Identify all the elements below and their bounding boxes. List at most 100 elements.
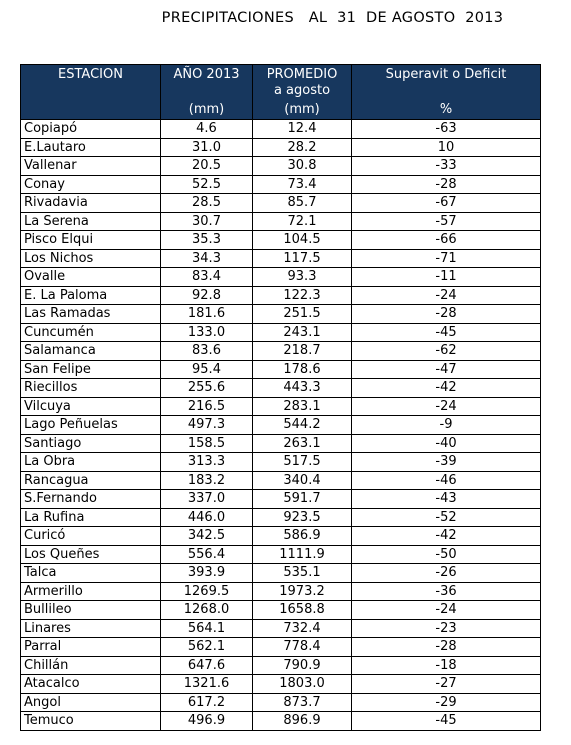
promedio-cell: 178.6: [253, 360, 352, 379]
table-row: Atacalco 1321.6 1803.0 -27: [21, 675, 541, 694]
promedio-cell: 30.8: [253, 157, 352, 176]
precipitation-table: ESTACION AÑO 2013 (mm) PROMEDIO a agosto…: [20, 64, 541, 731]
superavit-deficit-cell: -18: [352, 656, 541, 675]
superavit-deficit-cell: -26: [352, 564, 541, 583]
superavit-deficit-cell: -45: [352, 323, 541, 342]
promedio-cell: 896.9: [253, 712, 352, 731]
station-name-cell: Rivadavia: [21, 194, 161, 213]
table-row: Las Ramadas 181.6 251.5 -28: [21, 305, 541, 324]
header-superavit-unit: %: [352, 102, 540, 117]
anio-2013-cell: 564.1: [161, 619, 253, 638]
station-name-cell: Chillán: [21, 656, 161, 675]
header-estacion-label: ESTACION: [21, 67, 160, 82]
promedio-cell: 1973.2: [253, 582, 352, 601]
station-name-cell: Vallenar: [21, 157, 161, 176]
anio-2013-cell: 556.4: [161, 545, 253, 564]
station-name-cell: E. La Paloma: [21, 286, 161, 305]
header-superavit-label: Superavit o Deficit: [352, 67, 540, 82]
superavit-deficit-cell: -11: [352, 268, 541, 287]
promedio-cell: 586.9: [253, 527, 352, 546]
table-row: Pisco Elqui 35.3 104.5 -66: [21, 231, 541, 250]
anio-2013-cell: 95.4: [161, 360, 253, 379]
promedio-cell: 117.5: [253, 249, 352, 268]
station-name-cell: San Felipe: [21, 360, 161, 379]
station-name-cell: Curicó: [21, 527, 161, 546]
anio-2013-cell: 35.3: [161, 231, 253, 250]
header-promedio: PROMEDIO a agosto (mm): [253, 65, 352, 120]
anio-2013-cell: 337.0: [161, 490, 253, 509]
anio-2013-cell: 216.5: [161, 397, 253, 416]
anio-2013-cell: 1269.5: [161, 582, 253, 601]
station-name-cell: Vilcuya: [21, 397, 161, 416]
anio-2013-cell: 647.6: [161, 656, 253, 675]
anio-2013-cell: 313.3: [161, 453, 253, 472]
anio-2013-cell: 52.5: [161, 175, 253, 194]
table-row: Ovalle 83.4 93.3 -11: [21, 268, 541, 287]
station-name-cell: Linares: [21, 619, 161, 638]
superavit-deficit-cell: -33: [352, 157, 541, 176]
anio-2013-cell: 562.1: [161, 638, 253, 657]
anio-2013-cell: 255.6: [161, 379, 253, 398]
anio-2013-cell: 158.5: [161, 434, 253, 453]
promedio-cell: 263.1: [253, 434, 352, 453]
station-name-cell: Las Ramadas: [21, 305, 161, 324]
superavit-deficit-cell: -28: [352, 175, 541, 194]
promedio-cell: 1111.9: [253, 545, 352, 564]
anio-2013-cell: 20.5: [161, 157, 253, 176]
superavit-deficit-cell: -62: [352, 342, 541, 361]
table-row: Vallenar 20.5 30.8 -33: [21, 157, 541, 176]
station-name-cell: Salamanca: [21, 342, 161, 361]
header-anio-unit: (mm): [161, 102, 252, 117]
station-name-cell: Lago Peñuelas: [21, 416, 161, 435]
station-name-cell: Riecillos: [21, 379, 161, 398]
anio-2013-cell: 4.6: [161, 120, 253, 139]
anio-2013-cell: 30.7: [161, 212, 253, 231]
table-row: Vilcuya 216.5 283.1 -24: [21, 397, 541, 416]
superavit-deficit-cell: -28: [352, 305, 541, 324]
station-name-cell: Santiago: [21, 434, 161, 453]
station-name-cell: Pisco Elqui: [21, 231, 161, 250]
promedio-cell: 535.1: [253, 564, 352, 583]
anio-2013-cell: 31.0: [161, 138, 253, 157]
table-body: Copiapó 4.6 12.4 -63 E.Lautaro 31.0 28.2 10 Vall…: [21, 120, 541, 731]
promedio-cell: 85.7: [253, 194, 352, 213]
promedio-cell: 28.2: [253, 138, 352, 157]
table-row: La Rufina 446.0 923.5 -52: [21, 508, 541, 527]
table-row: Riecillos 255.6 443.3 -42: [21, 379, 541, 398]
superavit-deficit-cell: -47: [352, 360, 541, 379]
table-row: Parral 562.1 778.4 -28: [21, 638, 541, 657]
table-header: ESTACION AÑO 2013 (mm) PROMEDIO a agosto…: [21, 65, 541, 120]
promedio-cell: 591.7: [253, 490, 352, 509]
anio-2013-cell: 497.3: [161, 416, 253, 435]
superavit-deficit-cell: -28: [352, 638, 541, 657]
station-name-cell: La Rufina: [21, 508, 161, 527]
anio-2013-cell: 34.3: [161, 249, 253, 268]
promedio-cell: 778.4: [253, 638, 352, 657]
promedio-cell: 283.1: [253, 397, 352, 416]
promedio-cell: 443.3: [253, 379, 352, 398]
station-name-cell: La Serena: [21, 212, 161, 231]
station-name-cell: Copiapó: [21, 120, 161, 139]
superavit-deficit-cell: -63: [352, 120, 541, 139]
anio-2013-cell: 83.6: [161, 342, 253, 361]
table-row: Talca 393.9 535.1 -26: [21, 564, 541, 583]
station-name-cell: Atacalco: [21, 675, 161, 694]
promedio-cell: 72.1: [253, 212, 352, 231]
table-row: Temuco 496.9 896.9 -45: [21, 712, 541, 731]
station-name-cell: Conay: [21, 175, 161, 194]
table-row: Rancagua 183.2 340.4 -46: [21, 471, 541, 490]
table-row: E.Lautaro 31.0 28.2 10: [21, 138, 541, 157]
table-row: Linares 564.1 732.4 -23: [21, 619, 541, 638]
station-name-cell: Bullileo: [21, 601, 161, 620]
promedio-cell: 923.5: [253, 508, 352, 527]
superavit-deficit-cell: -27: [352, 675, 541, 694]
station-name-cell: S.Fernando: [21, 490, 161, 509]
promedio-cell: 732.4: [253, 619, 352, 638]
table-row: Cuncumén 133.0 243.1 -45: [21, 323, 541, 342]
table-row: Armerillo 1269.5 1973.2 -36: [21, 582, 541, 601]
promedio-cell: 544.2: [253, 416, 352, 435]
superavit-deficit-cell: -24: [352, 397, 541, 416]
station-name-cell: E.Lautaro: [21, 138, 161, 157]
header-estacion: ESTACION: [21, 65, 161, 120]
anio-2013-cell: 1268.0: [161, 601, 253, 620]
